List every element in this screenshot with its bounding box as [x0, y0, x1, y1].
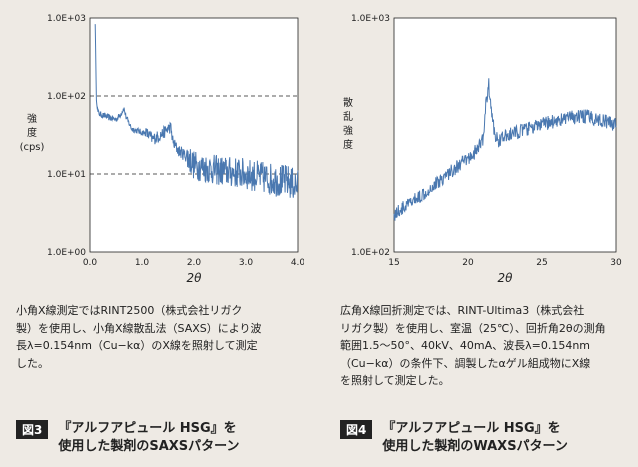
data-series-line — [393, 78, 617, 222]
figure4-caption: 図4 『アルフアピュール HSG』を 使用した製剤のWAXSパターン — [340, 420, 568, 456]
y-tick-label: 1.0E+03 — [47, 14, 86, 24]
saxs-description: 小角X線測定ではRINT2500（株式会社リガク 製）を使用し、小角X線散乱法（… — [16, 304, 262, 370]
figure4-title: 『アルフアピュール HSG』を 使用した製剤のWAXSパターン — [382, 421, 568, 454]
x-tick-label: 3.0 — [239, 258, 254, 268]
y-axis-label: 散 — [343, 96, 353, 109]
x-tick-label: 20 — [462, 258, 474, 268]
y-axis-label: 強 — [27, 112, 37, 125]
y-axis-label: 強 — [343, 124, 353, 137]
y-axis-label: (cps) — [20, 142, 45, 153]
x-tick-label: 0.0 — [83, 258, 98, 268]
waxs-description: 広角X線回折測定では、RINT-Ultima3（株式会社 リガク製）を使用し、室… — [340, 304, 606, 387]
data-series-line — [94, 24, 299, 198]
x-tick-label: 30 — [610, 258, 622, 268]
saxs-chart: 1.0E+00 1.0E+01 1.0E+02 1.0E+03 0.0 1.0 2.0 3.0… — [20, 14, 304, 285]
y-tick-label: 1.0E+02 — [351, 248, 390, 258]
x-axis-label: 2θ — [187, 271, 203, 285]
y-tick-label: 1.0E+03 — [351, 14, 390, 24]
y-tick-label: 1.0E+01 — [47, 170, 86, 180]
y-axis-label: 度 — [343, 138, 353, 151]
y-tick-label: 1.0E+02 — [47, 92, 86, 102]
x-axis-label: 2θ — [498, 271, 514, 285]
x-tick-label: 2.0 — [187, 258, 202, 268]
waxs-chart-panel: 1.0E+02 1.0E+03 15 20 25 30 2θ 散乱強度 — [328, 0, 628, 285]
figure3-label: 図3 — [16, 420, 49, 439]
figure3-title: 『アルフアピュール HSG』を 使用した製剤のSAXSパターン — [58, 421, 240, 454]
saxs-chart-panel: 1.0E+00 1.0E+01 1.0E+02 1.0E+03 0.0 1.0 2.0 3.0… — [4, 0, 304, 285]
plot-area — [89, 17, 299, 253]
y-axis-label: 度 — [27, 126, 37, 139]
y-axis-label: 乱 — [343, 111, 353, 123]
x-tick-label: 15 — [388, 258, 399, 268]
x-tick-label: 4.0 — [291, 258, 304, 268]
figure3-caption: 図3 『アルフアピュール HSG』を 使用した製剤のSAXSパターン — [16, 420, 240, 456]
y-tick-label: 1.0E+00 — [47, 248, 86, 258]
x-tick-label: 25 — [536, 258, 547, 268]
x-tick-label: 1.0 — [135, 258, 150, 268]
figure4-label: 図4 — [340, 420, 373, 439]
